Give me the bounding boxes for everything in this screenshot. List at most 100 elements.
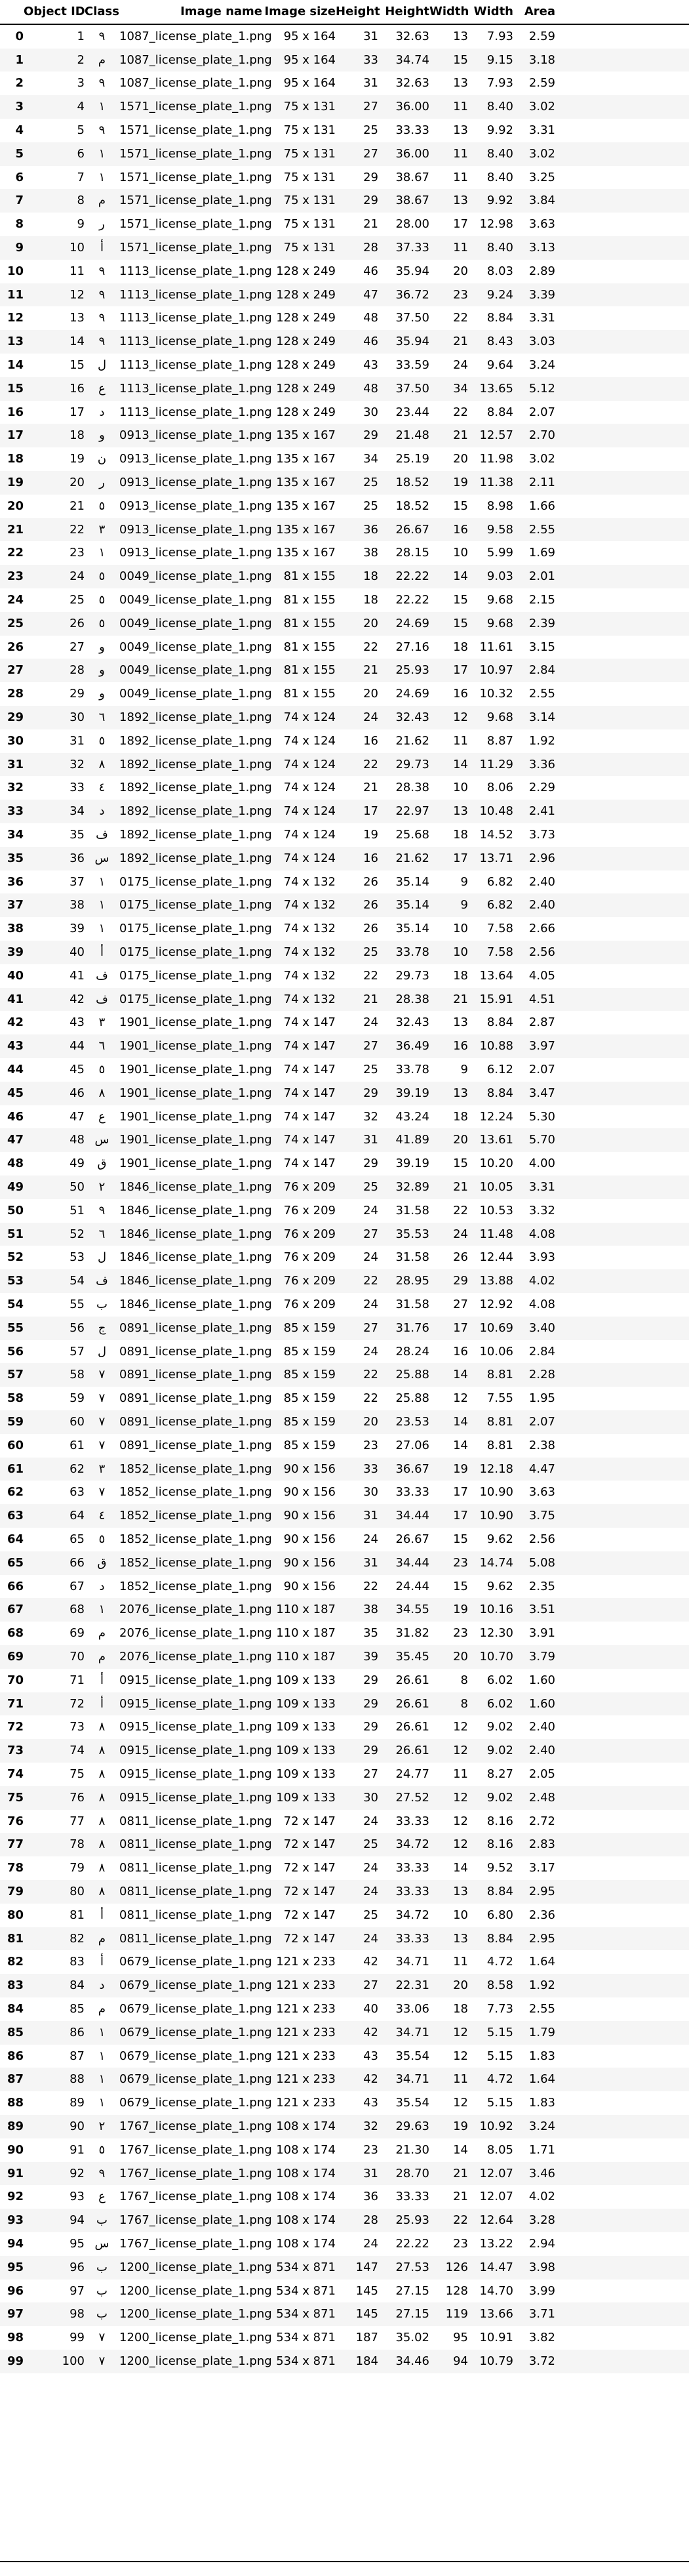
row-index: 21 (7, 522, 24, 537)
cell-area: 2.07 (528, 1063, 555, 1076)
cell-image-name: 1892_license_plate_1.png (119, 757, 272, 771)
cell-width-pct: 8.81 (486, 1415, 513, 1429)
row-index: 57 (7, 1368, 24, 1382)
cell-height-px: 25 (363, 1837, 378, 1852)
cell-image-name: 1087_license_plate_1.png (119, 76, 272, 91)
cell-width-pct: 8.16 (486, 1814, 513, 1828)
cell-image-size: 128 x 249 (276, 381, 336, 396)
table-row: 58 59 ٧ 0891_license_plate_1.png 85 x 159 22 2… (0, 1387, 689, 1410)
cell-class: ف (96, 968, 108, 983)
table-row: 8 9 ر 1571_license_plate_1.png 75 x 131 21 28.… (0, 213, 689, 236)
cell-width-pct: 11.98 (479, 452, 513, 466)
cell-area: 1.92 (528, 1978, 555, 1993)
cell-image-name: 0679_license_plate_1.png (119, 1978, 272, 1993)
cell-height-px: 40 (363, 2002, 378, 2016)
cell-image-size: 76 x 209 (283, 1180, 336, 1194)
cell-class: أ (100, 945, 104, 959)
cell-object-id: 99 (69, 2331, 85, 2345)
cell-width-px: 10 (453, 546, 468, 560)
cell-image-name: 1892_license_plate_1.png (119, 851, 272, 865)
cell-object-id: 83 (69, 1955, 85, 1969)
cell-object-id: 60 (69, 1415, 85, 1429)
row-index: 60 (7, 1438, 24, 1452)
cell-width-pct: 8.84 (486, 311, 513, 325)
row-index: 41 (7, 992, 24, 1006)
cell-area: 2.39 (528, 616, 555, 630)
cell-object-id: 37 (69, 874, 85, 889)
cell-class: د (99, 1579, 105, 1593)
cell-class: ل (97, 358, 107, 372)
cell-object-id: 42 (69, 992, 85, 1006)
cell-width-px: 11 (453, 170, 468, 184)
cell-height-px: 29 (363, 194, 378, 208)
cell-image-size: 74 x 124 (283, 757, 336, 771)
cell-image-size: 534 x 871 (276, 2283, 336, 2298)
table-row: 19 20 ر 0913_license_plate_1.png 135 x 167 25… (0, 471, 689, 495)
cell-image-size: 534 x 871 (276, 2307, 336, 2321)
cell-height-px: 22 (363, 1274, 378, 1288)
cell-height-pct: 26.61 (395, 1673, 429, 1687)
cell-class: ب (96, 1298, 108, 1311)
cell-area: 3.02 (528, 452, 555, 466)
row-index: 65 (7, 1555, 24, 1570)
cell-area: 3.25 (528, 170, 555, 184)
table-bottom-rule (0, 2561, 689, 2562)
cell-width-px: 18 (453, 828, 468, 842)
cell-width-px: 17 (453, 1320, 468, 1335)
cell-height-px: 28 (363, 241, 378, 255)
cell-width-pct: 14.74 (479, 1555, 513, 1570)
cell-object-id: 49 (69, 1156, 85, 1171)
table-row: 72 73 ٨ 0915_license_plate_1.png 109 x 133 29… (0, 1715, 689, 1739)
cell-area: 2.72 (528, 1814, 555, 1828)
cell-width-pct: 8.05 (486, 2142, 513, 2157)
cell-height-pct: 35.54 (395, 2049, 429, 2063)
table-row: 99 100 ٧ 1200_license_plate_1.png 534 x 871 1… (0, 2350, 689, 2373)
table-row: 15 16 ع 1113_license_plate_1.png 128 x 249 48… (0, 377, 689, 401)
cell-width-pct: 12.57 (479, 428, 513, 443)
cell-image-name: 0915_license_plate_1.png (119, 1673, 272, 1687)
cell-height-px: 22 (363, 757, 378, 771)
cell-area: 2.59 (528, 76, 555, 91)
cell-height-pct: 27.16 (395, 640, 429, 654)
cell-width-px: 20 (453, 1650, 468, 1664)
cell-width-px: 8 (460, 1696, 468, 1711)
cell-image-size: 121 x 233 (276, 2025, 336, 2039)
cell-width-px: 15 (453, 616, 468, 630)
header-width-pct: Width (473, 5, 513, 18)
cell-height-px: 36 (363, 522, 378, 537)
cell-image-name: 1852_license_plate_1.png (119, 1509, 272, 1523)
header-image-name: Image name (180, 5, 262, 18)
cell-object-id: 43 (69, 1015, 85, 1030)
row-index: 68 (7, 1626, 24, 1641)
cell-area: 3.93 (528, 1250, 555, 1265)
row-index: 88 (7, 2096, 24, 2110)
cell-object-id: 26 (69, 616, 85, 630)
cell-image-size: 128 x 249 (276, 358, 336, 372)
cell-image-size: 128 x 249 (276, 287, 336, 302)
cell-image-name: 0175_license_plate_1.png (119, 968, 272, 983)
table-row: 85 86 ١ 0679_license_plate_1.png 121 x 233 42… (0, 2020, 689, 2045)
table-row: 44 45 ٥ 1901_license_plate_1.png 74 x 147 25 3… (0, 1058, 689, 1082)
cell-height-px: 19 (363, 828, 378, 842)
cell-class: أ (100, 1955, 104, 1969)
cell-object-id: 77 (69, 1814, 85, 1828)
cell-class: ٩ (98, 335, 106, 349)
cell-width-px: 14 (453, 1368, 468, 1382)
cell-height-px: 21 (363, 992, 378, 1006)
cell-width-px: 14 (453, 1861, 468, 1875)
cell-image-name: 1113_license_plate_1.png (119, 335, 272, 349)
cell-width-pct: 5.15 (486, 2049, 513, 2063)
cell-object-id: 59 (69, 1391, 85, 1406)
cell-height-px: 31 (363, 76, 378, 91)
cell-object-id: 10 (69, 241, 85, 255)
cell-image-size: 74 x 124 (283, 733, 336, 748)
cell-image-size: 76 x 209 (283, 1274, 336, 1288)
cell-height-pct: 34.55 (395, 1603, 429, 1617)
cell-image-name: 0811_license_plate_1.png (119, 1931, 272, 1946)
cell-object-id: 28 (69, 663, 85, 678)
cell-width-px: 21 (453, 992, 468, 1006)
cell-class: س (94, 851, 109, 865)
cell-class: م (98, 2002, 106, 2016)
table-row: 61 62 ٣ 1852_license_plate_1.png 90 x 156 33 3… (0, 1457, 689, 1481)
cell-area: 3.28 (528, 2213, 555, 2228)
